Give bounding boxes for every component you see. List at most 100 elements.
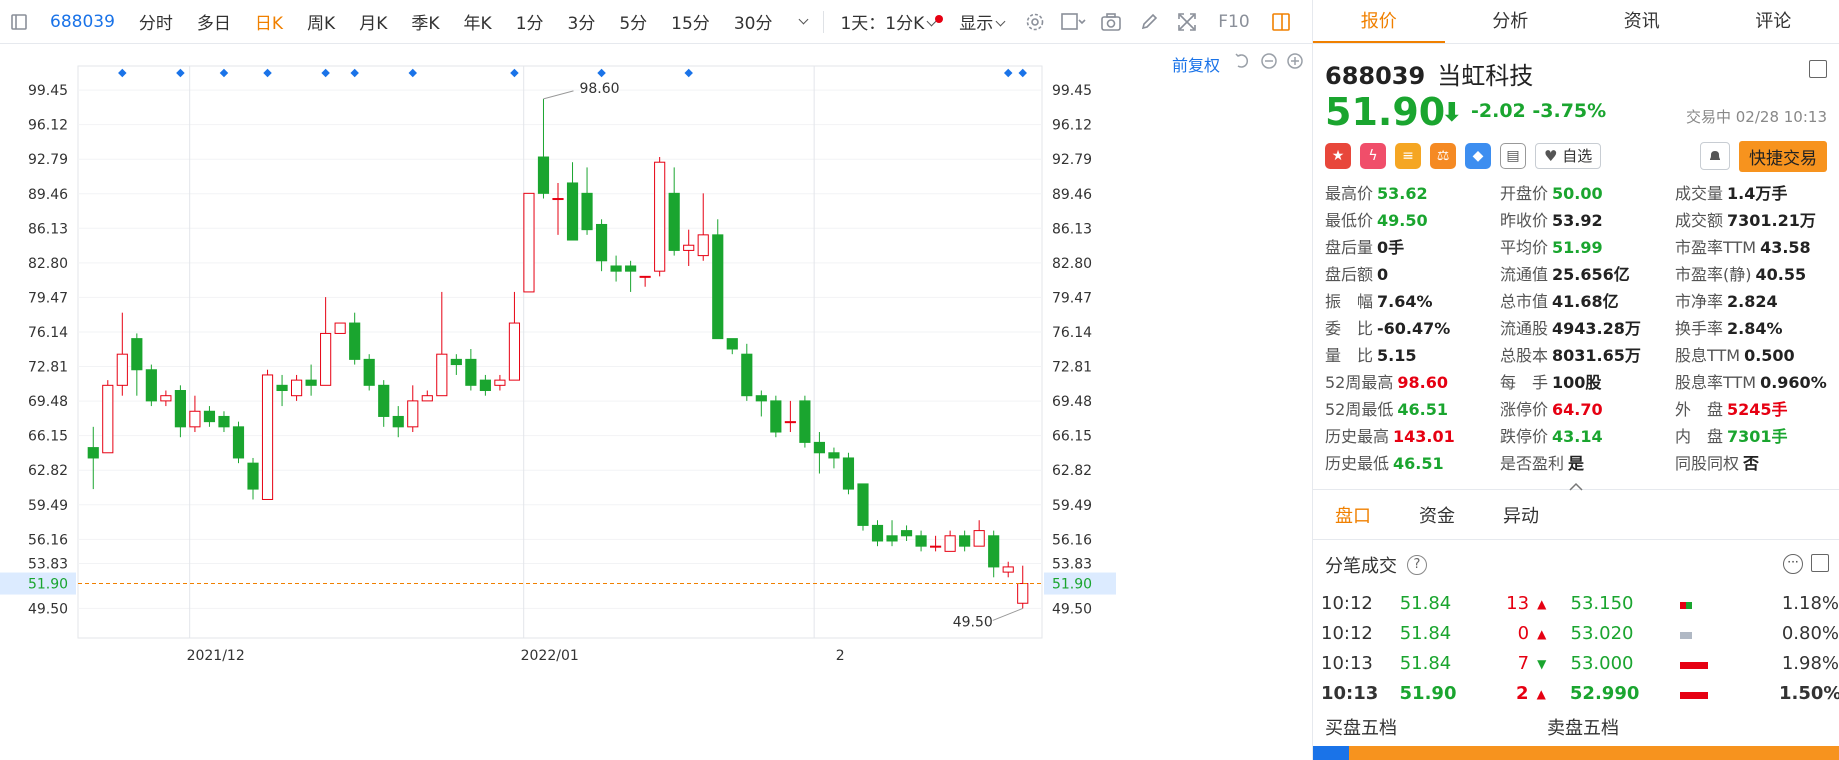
- collapse-chevron-icon[interactable]: [1313, 477, 1839, 491]
- period-tab[interactable]: 月K: [359, 14, 388, 34]
- expand-panel-icon[interactable]: [1811, 554, 1829, 572]
- trade-reference-price: 52.990: [1569, 683, 1640, 704]
- quote-tab[interactable]: 资讯: [1623, 11, 1660, 32]
- period-tab[interactable]: 5分: [619, 14, 648, 34]
- kline-chart-area[interactable]: 99.45 99.45 96.12 96.12 92.79 92.79 89.46 89.46…: [0, 44, 1312, 760]
- more-options-icon[interactable]: ···: [1783, 554, 1803, 574]
- candle-down: [581, 192, 593, 231]
- period-tab[interactable]: 30分: [733, 14, 773, 34]
- y-tick-label-left: 92.79: [28, 152, 68, 168]
- up-arrow-icon: ▲: [1537, 597, 1547, 611]
- sub-tab[interactable]: 盘口: [1335, 505, 1371, 527]
- stock-code-link[interactable]: 688039: [50, 11, 115, 32]
- candle-down: [610, 265, 622, 272]
- period-tab[interactable]: 周K: [307, 14, 336, 34]
- stat-label: 委 比: [1325, 319, 1374, 338]
- trade-price: 51.84: [1399, 623, 1452, 644]
- period-tab[interactable]: 季K: [411, 14, 440, 34]
- stat-value: 7.64%: [1377, 292, 1433, 311]
- menu-icon[interactable]: [1809, 60, 1827, 78]
- stat-label: 盘后额: [1325, 265, 1374, 284]
- candle-down: [842, 457, 855, 490]
- period-tab[interactable]: 15分: [671, 14, 710, 34]
- chevron-down-icon: [799, 14, 809, 24]
- stat-item: 总市值 41.68亿: [1500, 288, 1675, 315]
- period-tab[interactable]: 日K: [254, 14, 284, 34]
- y-tick-label-left: 59.49: [28, 498, 68, 514]
- panel-sub-tabs: 盘口 资金 异动: [1313, 489, 1839, 539]
- sub-tab[interactable]: 资金: [1419, 505, 1455, 527]
- fullscreen-icon[interactable]: [1168, 0, 1206, 44]
- quote-tab[interactable]: 分析: [1492, 11, 1529, 32]
- candle-down: [595, 223, 608, 262]
- stat-label: 跌停价: [1500, 427, 1549, 446]
- trades-title: 分笔成交: [1325, 555, 1397, 577]
- stat-item: 流通股 4943.28万: [1500, 315, 1675, 342]
- stat-label: 内 盘: [1675, 427, 1724, 446]
- x-tick-label: 2: [836, 648, 845, 664]
- fuquan-toggle[interactable]: 前复权: [1171, 56, 1220, 75]
- candle-down: [886, 535, 898, 542]
- stat-item: 换手率 2.84%: [1675, 315, 1839, 342]
- candle-down: [741, 353, 753, 397]
- kline-chart[interactable]: 99.45 99.45 96.12 96.12 92.79 92.79 89.46 89.46…: [0, 44, 1312, 760]
- stat-value: 5245手: [1727, 400, 1788, 419]
- y-tick-label-right: 56.16: [1052, 532, 1092, 548]
- coins-icon[interactable]: ≡: [1395, 143, 1421, 169]
- settings-icon[interactable]: [1016, 0, 1054, 44]
- candle-down: [479, 379, 491, 392]
- zoom-in-icon[interactable]: [1286, 52, 1304, 70]
- fast-trade-button[interactable]: 快捷交易: [1739, 140, 1827, 172]
- quote-tab[interactable]: 报价: [1313, 0, 1445, 43]
- f10-button[interactable]: F10: [1218, 11, 1250, 32]
- stat-label: 开盘价: [1500, 184, 1549, 203]
- stat-value: 49.50: [1377, 211, 1428, 230]
- scale-icon[interactable]: ⚖: [1430, 143, 1456, 169]
- layout-square-icon[interactable]: [1054, 0, 1092, 44]
- y-tick-label-left: 53.83: [28, 557, 68, 573]
- stat-label: 每 手: [1500, 373, 1549, 392]
- candle-up: [973, 530, 985, 547]
- quote-tab[interactable]: 评论: [1755, 11, 1792, 32]
- help-icon[interactable]: ?: [1407, 554, 1427, 575]
- stat-item: 开盘价 50.00: [1500, 180, 1675, 207]
- reset-icon[interactable]: [1234, 52, 1252, 70]
- pen-draw-icon[interactable]: [1130, 0, 1168, 44]
- quote-header: 688039 当虹科技 51.90 ⬇ -2.02 -3.75% 交易中 02/2…: [1313, 44, 1839, 136]
- camera-icon[interactable]: [1092, 0, 1130, 44]
- candle-up: [523, 192, 535, 293]
- sidebar-toggle-icon[interactable]: [0, 0, 38, 44]
- current-price-tag-right: [1044, 572, 1116, 595]
- y-tick-label-right: 79.47: [1052, 290, 1092, 306]
- stat-item: 外 盘 5245手: [1675, 396, 1839, 423]
- period-tab[interactable]: 多日: [196, 14, 231, 34]
- period-tab[interactable]: 分时: [138, 14, 173, 34]
- trade-reference-price: 53.020: [1570, 623, 1634, 644]
- tag-icon[interactable]: ◆: [1465, 143, 1491, 169]
- sub-tab[interactable]: 异动: [1503, 505, 1539, 527]
- candle-down: [537, 156, 550, 194]
- document-icon[interactable]: ▤: [1500, 143, 1526, 169]
- add-watchlist-button[interactable]: ♥ 自选: [1535, 143, 1602, 169]
- period-tab[interactable]: 年K: [463, 14, 492, 34]
- period-tab[interactable]: 3分: [567, 14, 596, 34]
- china-flag-icon[interactable]: ★: [1325, 143, 1351, 169]
- side-panel-icon[interactable]: [1262, 0, 1300, 44]
- y-tick-label-left: 96.12: [28, 118, 68, 134]
- stat-item: 昨收价 53.92: [1500, 207, 1675, 234]
- trade-percent: 1.98%: [1781, 653, 1839, 674]
- trade-price: 51.84: [1399, 653, 1452, 674]
- stat-value: 43.14: [1552, 427, 1603, 446]
- display-dropdown[interactable]: 显示: [947, 9, 1016, 34]
- candle-up: [407, 400, 419, 428]
- combo-period-dropdown[interactable]: 1天：1分K: [828, 9, 947, 34]
- stat-item: 52周最低 46.51: [1325, 396, 1500, 423]
- period-tab[interactable]: 1分: [515, 14, 544, 34]
- zoom-out-icon[interactable]: [1260, 52, 1278, 70]
- event-marker-icon: [1018, 68, 1027, 78]
- lightning-icon[interactable]: ϟ: [1360, 143, 1386, 169]
- alert-bell-icon[interactable]: [1700, 142, 1730, 170]
- up-arrow-icon: ▲: [1537, 627, 1547, 641]
- period-more-dropdown[interactable]: [784, 12, 819, 32]
- trade-reference-price: 53.150: [1570, 593, 1634, 614]
